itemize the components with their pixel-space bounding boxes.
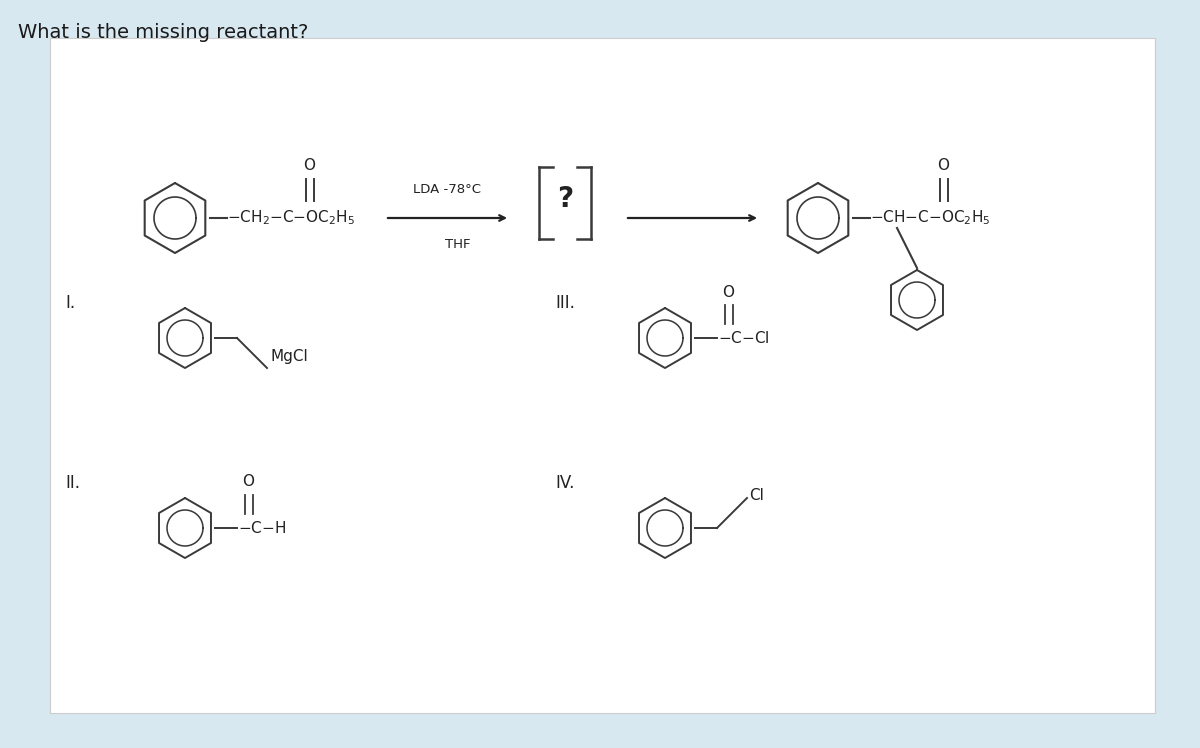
Text: What is the missing reactant?: What is the missing reactant? xyxy=(18,23,308,42)
Text: MgCl: MgCl xyxy=(270,349,307,364)
Text: I.: I. xyxy=(65,294,76,312)
Text: O: O xyxy=(242,474,254,489)
Text: IV.: IV. xyxy=(554,474,575,492)
Text: O: O xyxy=(302,159,314,174)
Text: $-$CH$_2$$-$C$-$OC$_2$H$_5$: $-$CH$_2$$-$C$-$OC$_2$H$_5$ xyxy=(227,209,355,227)
FancyBboxPatch shape xyxy=(50,38,1154,713)
Text: ?: ? xyxy=(557,185,574,213)
Text: $-$CH$-$C$-$OC$_2$H$_5$: $-$CH$-$C$-$OC$_2$H$_5$ xyxy=(870,209,990,227)
Text: II.: II. xyxy=(65,474,80,492)
Text: O: O xyxy=(722,284,734,299)
Text: LDA -78°C: LDA -78°C xyxy=(414,183,481,196)
Text: Cl: Cl xyxy=(749,488,764,503)
Text: III.: III. xyxy=(554,294,575,312)
Text: O: O xyxy=(937,159,949,174)
Text: $-$C$-$Cl: $-$C$-$Cl xyxy=(718,330,769,346)
Text: $-$C$-$H: $-$C$-$H xyxy=(238,520,286,536)
Text: THF: THF xyxy=(445,238,470,251)
